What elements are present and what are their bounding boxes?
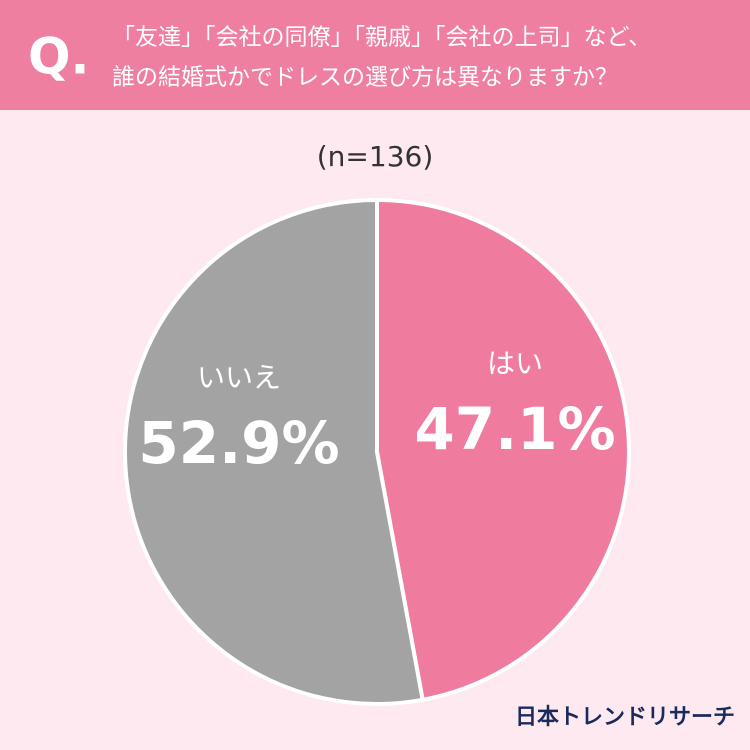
slice-value-label: 47.1%: [414, 395, 615, 463]
pie: はい 47.1% いいえ 52.9%: [123, 197, 631, 706]
header-band: [0, 0, 750, 110]
slice-value-label: 52.9%: [138, 409, 339, 477]
title-line: 「友達」「会社の同僚」「親戚」「会社の上司」など、: [112, 25, 651, 51]
subtitle: (n=136): [317, 140, 434, 173]
source-logo: 日本トレンドリサーチ: [515, 705, 735, 730]
slice-category-label: はい: [487, 347, 543, 380]
title-line: 誰の結婚式かでドレスの選び方は異なりますか？: [112, 65, 618, 91]
question-label: Q.: [28, 28, 90, 86]
slice-category-label: いいえ: [197, 361, 281, 394]
pie-slice: [123, 197, 425, 706]
pie-slice: [375, 197, 631, 703]
